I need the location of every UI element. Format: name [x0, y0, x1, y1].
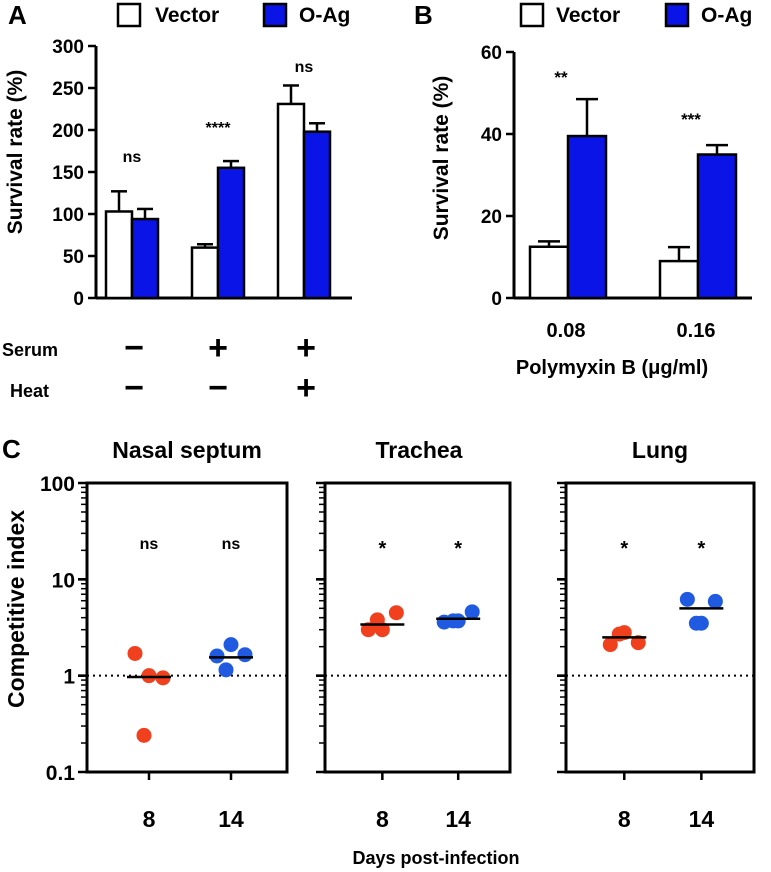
y-tick-label: 20	[481, 207, 502, 228]
data-point-day8	[141, 668, 157, 684]
y-tick-label: 0	[491, 289, 502, 310]
significance-label: ****	[206, 120, 232, 137]
y-tick-label: 100	[40, 473, 75, 496]
x-axis-label-b: Polymyxin B (μg/ml)	[516, 357, 708, 379]
panel-letter-b: B	[414, 0, 433, 30]
y-tick-label: 50	[63, 247, 84, 268]
data-point-day8	[611, 626, 627, 642]
serum-label: Serum	[2, 340, 58, 360]
data-point-day14	[237, 647, 253, 663]
y-tick-label: 0	[73, 289, 84, 310]
legend-label-oag: O-Ag	[299, 4, 350, 27]
bar-vector	[190, 246, 220, 300]
y-tick-label: 1	[63, 666, 75, 689]
bar-oag	[696, 153, 738, 300]
data-point-day8	[602, 637, 618, 653]
heat-sign: −	[124, 369, 144, 407]
legend-label-vector: Vector	[155, 4, 219, 27]
plot-frame	[564, 481, 756, 774]
significance-label: *	[620, 538, 628, 560]
legend-label-oag: O-Ag	[701, 4, 752, 27]
legend-a: Vector O-Ag	[116, 2, 350, 28]
serum-sign: −	[124, 329, 144, 367]
bar-oag	[216, 166, 246, 300]
data-point-day14	[464, 604, 480, 620]
y-axis-label-b: Survival rate (%)	[430, 76, 453, 241]
panel-letter-a: A	[8, 0, 27, 30]
legend-label-vector: Vector	[556, 4, 620, 27]
data-point-day14	[209, 648, 225, 664]
bar-oag	[130, 217, 160, 300]
data-point-day14	[679, 591, 695, 607]
legend-swatch-vector	[116, 2, 142, 28]
data-point-day8	[360, 622, 376, 638]
legend-swatch-oag	[262, 2, 288, 28]
data-point-day14	[707, 593, 723, 609]
significance-label: ns	[140, 536, 159, 553]
y-tick-label: 200	[52, 121, 84, 142]
x-tick-label: 8	[618, 806, 631, 832]
significance-label: ***	[681, 110, 701, 129]
y-tick-label: 0.1	[46, 762, 76, 785]
y-axis-label-c: Competitive index	[3, 510, 29, 708]
significance-label: **	[554, 68, 568, 87]
heat-label: Heat	[10, 381, 49, 401]
y-tick-label: 40	[481, 125, 502, 146]
significance-label: ns	[123, 149, 142, 166]
significance-label: *	[378, 538, 386, 560]
x-tick-label: 8	[376, 806, 389, 832]
y-tick-label: 300	[52, 37, 84, 58]
data-point-day14	[445, 613, 461, 629]
x-tick-label: 14	[445, 806, 471, 832]
data-point-day14	[688, 615, 704, 631]
bar-vector	[104, 210, 134, 300]
data-point-day14	[223, 637, 239, 653]
x-tick-label: 14	[689, 806, 715, 832]
subplot-title: Trachea	[376, 437, 463, 463]
bar-vector	[528, 245, 570, 300]
data-point-day8	[127, 645, 143, 661]
chart-a: Survival rate (%) Serum Heat 0 50 100 150 20…	[2, 37, 352, 407]
legend-swatch-vector	[519, 2, 545, 28]
data-point-day8	[388, 605, 404, 621]
bar-oag	[302, 130, 332, 300]
serum-sign: +	[208, 329, 228, 367]
panel-letter-c: C	[2, 434, 21, 464]
data-point-day8	[630, 635, 646, 651]
y-tick-label: 250	[52, 79, 84, 100]
chart-b: Survival rate (%) Polymyxin B (μg/ml) 0 2…	[430, 43, 752, 379]
subplot-title: Lung	[632, 437, 688, 463]
significance-label: ns	[222, 536, 241, 553]
x-axis-label-c: Days post-infection	[352, 848, 519, 868]
bar-vector	[276, 102, 306, 300]
bar-oag	[566, 134, 608, 300]
y-axis-label-a: Survival rate (%)	[4, 70, 27, 235]
data-point-day14	[218, 662, 234, 678]
legend-swatch-oag	[664, 2, 690, 28]
heat-sign: +	[296, 369, 316, 407]
significance-label: ns	[295, 59, 314, 76]
x-tick-label: 14	[218, 806, 244, 832]
y-tick-label: 60	[481, 43, 502, 64]
legend-b: Vector O-Ag	[519, 2, 752, 28]
x-tick-label: 0.16	[677, 320, 716, 342]
plot-frame	[323, 481, 512, 774]
plot-frame	[85, 481, 289, 774]
y-tick-label: 100	[52, 205, 84, 226]
heat-sign: −	[208, 369, 228, 407]
significance-label: *	[697, 538, 705, 560]
subplot-title: Nasal septum	[112, 437, 262, 463]
bar-vector	[658, 259, 700, 300]
y-tick-label: 150	[52, 163, 84, 184]
x-tick-label: 8	[143, 806, 156, 832]
serum-sign: +	[296, 329, 316, 367]
x-tick-label: 0.08	[547, 320, 586, 342]
data-point-day8	[136, 727, 152, 743]
y-tick-label: 10	[52, 569, 75, 592]
significance-label: *	[454, 538, 462, 560]
chart-c: Competitive index Days post-infection Na…	[3, 437, 756, 868]
